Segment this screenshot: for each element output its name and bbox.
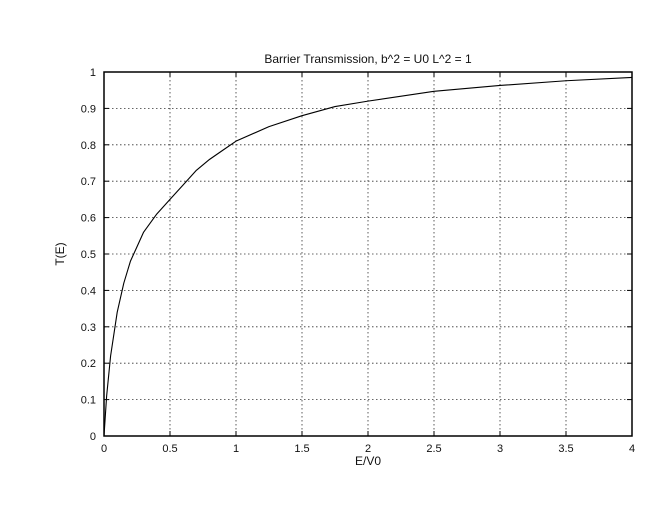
y-tick-label: 0.5 [81,249,96,261]
x-tick-label: 0 [101,443,107,455]
y-axis-label: T(E) [53,242,67,265]
series-line [103,76,633,437]
x-tick-labels: 0 0.5 1 1.5 2 2.5 3 3.5 4 [101,443,635,455]
x-tick-label: 2 [365,443,371,455]
y-tick-label: 0.2 [81,358,96,370]
tick-marks [103,71,633,437]
y-tick-label: 0.4 [81,285,96,297]
y-tick-label: 0.6 [81,213,96,225]
y-tick-label: 0 [90,431,96,443]
grid-lines [104,72,632,436]
x-tick-label: 1.5 [294,443,309,455]
x-tick-label: 0.5 [162,443,177,455]
x-tick-label: 4 [629,443,635,455]
y-tick-label: 0.1 [81,395,96,407]
y-tick-label: 0.8 [81,140,96,152]
x-axis-label: E/V0 [355,454,381,468]
x-tick-label: 3.5 [558,443,573,455]
series-layer [103,76,633,437]
x-tick-label: 1 [233,443,239,455]
y-tick-label: 1 [90,67,96,79]
y-tick-label: 0.3 [81,322,96,334]
y-tick-label: 0.9 [81,103,96,115]
chart-title: Barrier Transmission, b^2 = U0 L^2 = 1 [264,52,472,66]
x-tick-label: 3 [497,443,503,455]
x-tick-label: 2.5 [426,443,441,455]
y-tick-labels: 0 0.1 0.2 0.3 0.4 0.5 0.6 0.7 0.8 0.9 1 [81,67,96,443]
y-tick-label: 0.7 [81,176,96,188]
